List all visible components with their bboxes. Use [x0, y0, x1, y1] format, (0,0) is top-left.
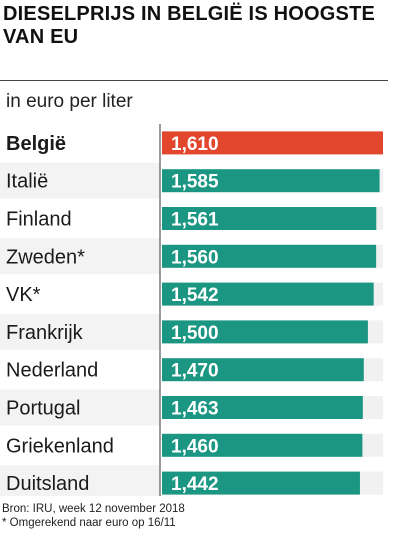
- source-line: Bron: IRU, week 12 november 2018: [2, 503, 185, 515]
- row-stripe: [0, 314, 160, 350]
- bar: [162, 471, 360, 495]
- row-stripe: [0, 162, 160, 199]
- value-label: 1,542: [171, 285, 219, 306]
- bar: [162, 396, 363, 419]
- value-label: 1,500: [171, 323, 219, 344]
- chart-title: DIESELPRIJS IN BELGIË IS HOOGSTE VAN EU: [3, 3, 376, 48]
- category-label: VK*: [6, 284, 41, 306]
- category-label: Italië: [6, 171, 48, 193]
- category-label: Finland: [6, 209, 72, 231]
- bar: [162, 358, 364, 382]
- value-label: 1,460: [171, 436, 219, 457]
- row-stripe: [0, 389, 160, 426]
- category-label: Griekenland: [6, 435, 114, 457]
- bar: [162, 131, 383, 155]
- value-label: 1,442: [171, 474, 219, 495]
- title-divider: [0, 80, 388, 81]
- category-label: Frankrijk: [6, 322, 84, 344]
- bar-chart: België 1,610 Italië 1,585 Finland 1,561 Zweden…: [0, 124, 383, 496]
- bar: [162, 207, 377, 230]
- value-label: 1,585: [171, 172, 219, 193]
- value-label: 1,470: [171, 361, 219, 382]
- category-label: België: [6, 133, 66, 155]
- value-label: 1,560: [171, 247, 219, 268]
- value-label: 1,561: [171, 210, 219, 231]
- bar: [162, 282, 374, 306]
- row-stripe: [0, 465, 160, 496]
- value-label: 1,463: [171, 399, 219, 420]
- category-label: Portugal: [6, 398, 81, 420]
- row-stripe: [0, 238, 160, 275]
- source-note: Bron: IRU, week 12 november 2018 * Omger…: [2, 502, 185, 530]
- bar: [162, 169, 380, 193]
- value-label: 1,610: [171, 134, 219, 155]
- footnote-line: * Omgerekend naar euro op 16/11: [2, 517, 176, 529]
- chart-subtitle: in euro per liter: [6, 91, 133, 112]
- bar: [162, 433, 363, 457]
- category-label: Nederland: [6, 360, 98, 382]
- category-label: Zweden*: [6, 246, 85, 268]
- bar: [162, 244, 377, 268]
- category-label: Duitsland: [6, 473, 89, 495]
- bar: [162, 320, 368, 344]
